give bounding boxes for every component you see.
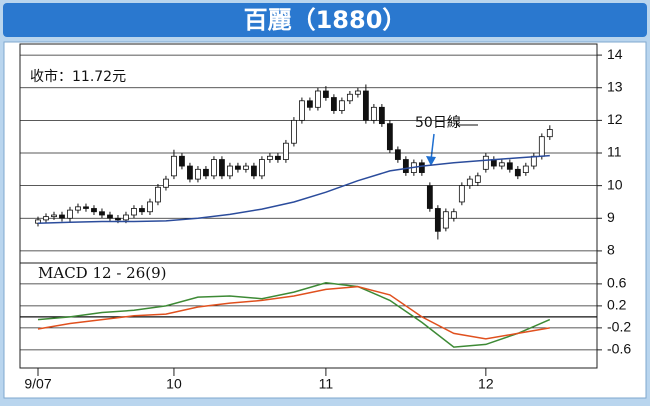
candle-body: [67, 209, 73, 219]
candle-body: [203, 168, 209, 177]
candle-body: [75, 206, 81, 211]
candle-body: [131, 208, 137, 216]
candle-body: [338, 100, 345, 111]
chart-title: 百麗（1880）: [244, 6, 407, 34]
candle-body: [147, 201, 153, 213]
candle-body: [187, 165, 193, 180]
candle-body: [211, 159, 217, 177]
candle-body: [522, 165, 529, 173]
candle-body: [370, 106, 377, 121]
candle-body: [506, 162, 513, 170]
candle-body: [490, 159, 497, 167]
candle-body: [458, 185, 465, 203]
candle-body: [362, 90, 369, 121]
candle-body: [275, 155, 281, 160]
y-tick-label: 13: [607, 78, 623, 94]
arrow-head: [426, 156, 436, 166]
candle-body: [354, 90, 361, 95]
candle-body: [107, 214, 113, 219]
title-banner: [3, 3, 647, 37]
candle-body: [482, 155, 489, 170]
candle-body: [346, 93, 353, 102]
candle-body: [51, 214, 57, 218]
candle-body: [474, 175, 481, 183]
candle-body: [59, 214, 65, 219]
candle-body: [530, 155, 537, 167]
candle-body: [498, 162, 505, 167]
candle-body: [291, 119, 297, 144]
candle-body: [259, 159, 265, 177]
annotation: 收市：11.72元: [30, 68, 126, 85]
candle-body: [171, 155, 177, 177]
candle-body: [546, 129, 553, 138]
candle-body: [434, 208, 441, 232]
candle-body: [43, 216, 49, 221]
candle-body: [466, 178, 473, 187]
candle-body: [91, 208, 97, 213]
candle-body: [139, 208, 145, 213]
series-label: 50日線: [415, 115, 461, 131]
candle-body: [115, 217, 121, 221]
plot-frame: [19, 43, 598, 369]
candle-body: [322, 90, 329, 98]
candle-body: [195, 168, 201, 180]
candle-body: [450, 211, 457, 219]
y-tick-label: 0.2: [607, 297, 627, 313]
candle-body: [394, 149, 401, 160]
candle-body: [306, 100, 313, 108]
candle-body: [314, 90, 321, 108]
candle-body: [402, 159, 409, 173]
y-tick-label: -0.6: [607, 341, 631, 357]
y-tick-label: 8: [607, 242, 615, 258]
candle-body: [35, 219, 41, 224]
candle-body: [155, 186, 161, 203]
macd-title: MACD 12 - 26(9): [38, 264, 167, 282]
candle-body: [243, 165, 249, 170]
candle-body: [378, 106, 385, 125]
candle-body: [99, 211, 105, 216]
candle-body: [227, 165, 233, 177]
series-line: [37, 154, 550, 224]
candle-body: [251, 165, 257, 177]
candle-body: [299, 100, 305, 121]
candle-body: [538, 136, 545, 157]
y-tick-label: -0.2: [607, 319, 631, 335]
y-tick-label: 10: [607, 176, 623, 192]
series-line: [37, 282, 551, 348]
candle-body: [418, 162, 425, 173]
candle-body: [83, 206, 89, 209]
x-tick-label: 12: [478, 376, 494, 392]
candle-body: [123, 214, 129, 221]
y-tick-label: 11: [607, 144, 622, 160]
candle-body: [179, 155, 185, 167]
candle-body: [235, 165, 241, 170]
label-arrow: [430, 133, 435, 161]
candle-body: [163, 178, 169, 188]
candle-body: [330, 97, 337, 111]
series-line: [37, 285, 550, 340]
y-tick-label: 14: [607, 46, 623, 62]
x-tick-label: 11: [319, 376, 334, 392]
candle-body: [426, 185, 433, 209]
candle-body: [442, 211, 449, 229]
x-tick-label: 10: [166, 376, 182, 392]
candle-body: [386, 123, 393, 151]
candle-body: [283, 142, 289, 160]
y-tick-label: 0.6: [607, 275, 627, 291]
y-tick-label: 12: [607, 111, 623, 127]
candle-body: [267, 155, 273, 160]
chart-panel: [3, 41, 647, 399]
candle-body: [219, 159, 225, 177]
candle-body: [514, 168, 521, 177]
y-tick-label: 9: [607, 209, 615, 225]
x-tick-label: 9/07: [24, 376, 51, 392]
